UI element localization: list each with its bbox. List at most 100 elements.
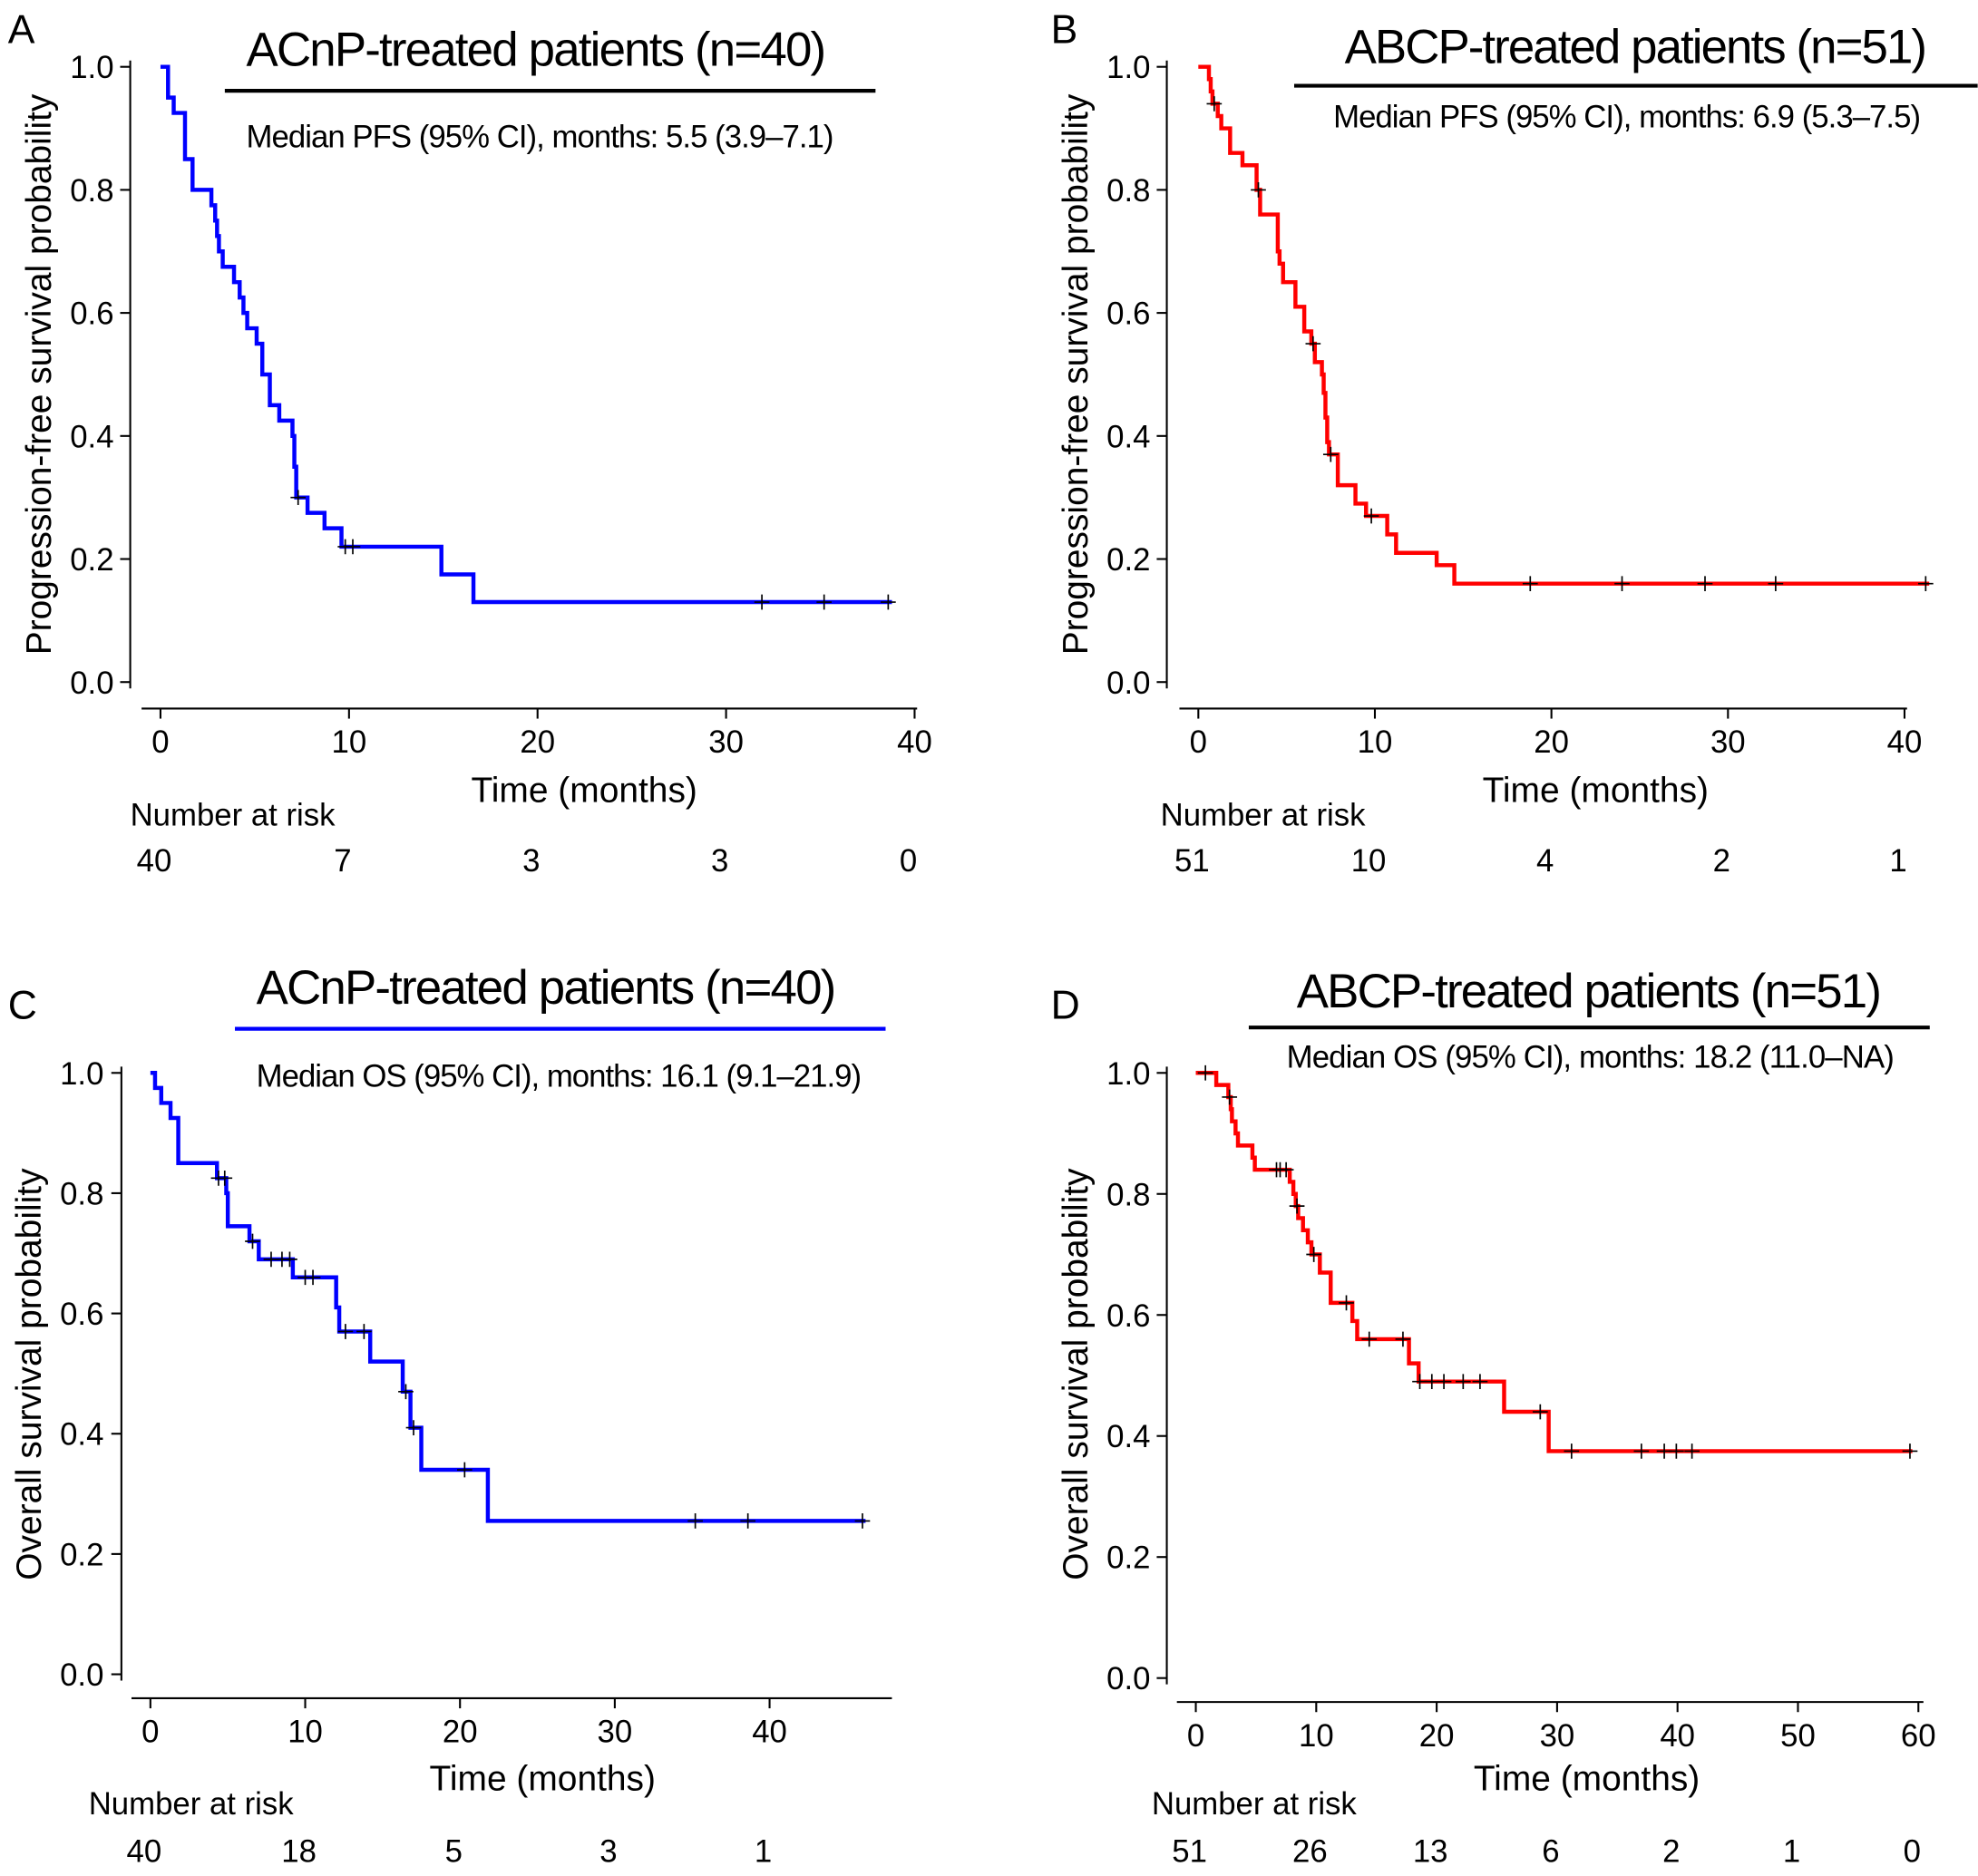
censor-mark bbox=[1522, 576, 1538, 592]
censor-mark bbox=[1532, 1404, 1548, 1420]
censor-mark bbox=[1305, 335, 1321, 352]
censor-mark bbox=[1472, 1374, 1488, 1390]
censor-mark bbox=[1436, 1374, 1452, 1390]
y-tick-label: 0.8 bbox=[1106, 174, 1150, 209]
number-at-risk-label: Number at risk bbox=[89, 1787, 295, 1822]
censor-mark bbox=[290, 490, 307, 506]
y-tick-label: 0.6 bbox=[1106, 1299, 1150, 1334]
x-tick-label: 30 bbox=[708, 725, 744, 760]
median-annotation: Median PFS (95% CI), months: 6.9 (5.3–7.… bbox=[1333, 100, 1921, 134]
x-tick-label: 10 bbox=[1358, 725, 1393, 760]
x-tick-label: 20 bbox=[1534, 725, 1569, 760]
y-tick-label: 0.0 bbox=[70, 666, 113, 701]
number-at-risk-value: 26 bbox=[1292, 1835, 1328, 1870]
number-at-risk-value: 1 bbox=[1783, 1835, 1800, 1870]
censor-mark bbox=[1251, 182, 1266, 198]
number-at-risk-value: 1 bbox=[1889, 844, 1906, 879]
y-tick-label: 0.4 bbox=[1106, 420, 1150, 454]
y-tick-label: 0.8 bbox=[1106, 1178, 1150, 1212]
x-tick-label: 10 bbox=[287, 1716, 323, 1750]
number-at-risk-value: 6 bbox=[1542, 1835, 1559, 1870]
censor-mark bbox=[1697, 576, 1713, 592]
censor-mark bbox=[754, 594, 770, 610]
x-tick-label: 0 bbox=[1187, 1719, 1204, 1754]
x-tick-label: 10 bbox=[332, 725, 367, 760]
x-tick-label: 10 bbox=[1299, 1719, 1334, 1754]
censor-mark bbox=[1363, 508, 1379, 524]
x-tick-label: 60 bbox=[1901, 1719, 1936, 1754]
number-at-risk-value: 13 bbox=[1413, 1835, 1448, 1870]
number-at-risk-value: 3 bbox=[711, 844, 728, 879]
y-tick-label: 0.0 bbox=[1106, 666, 1150, 701]
median-annotation: Median OS (95% CI), months: 18.2 (11.0–N… bbox=[1287, 1041, 1895, 1075]
y-tick-label: 0.0 bbox=[1106, 1662, 1150, 1696]
number-at-risk-value: 2 bbox=[1713, 844, 1730, 879]
number-at-risk-value: 51 bbox=[1174, 844, 1210, 879]
number-at-risk-value: 7 bbox=[334, 844, 351, 879]
y-tick-label: 0.2 bbox=[1106, 543, 1150, 578]
x-tick-label: 40 bbox=[752, 1716, 787, 1750]
censor-mark bbox=[1361, 1331, 1378, 1347]
x-tick-label: 0 bbox=[141, 1716, 159, 1750]
censor-mark bbox=[1768, 576, 1784, 592]
censor-mark bbox=[345, 539, 361, 555]
censor-mark bbox=[881, 594, 896, 610]
x-tick-label: 50 bbox=[1780, 1719, 1816, 1754]
y-axis-label: Overall survival probability bbox=[1057, 1168, 1096, 1580]
number-at-risk-value: 3 bbox=[599, 1835, 617, 1870]
y-tick-label: 0.4 bbox=[70, 420, 113, 454]
median-annotation: Median OS (95% CI), months: 16.1 (9.1–21… bbox=[257, 1060, 862, 1094]
x-tick-label: 40 bbox=[1887, 725, 1923, 760]
x-tick-label: 30 bbox=[1710, 725, 1746, 760]
censor-mark bbox=[1917, 576, 1934, 592]
y-tick-label: 0.6 bbox=[60, 1298, 103, 1332]
panel-c: C ACnP-treated patients (n=40) Median OS… bbox=[8, 961, 892, 1870]
y-tick-label: 0.8 bbox=[60, 1177, 103, 1211]
y-axis-label: Overall survival probability bbox=[10, 1168, 49, 1580]
panel-title: ACnP-treated patients (n=40) bbox=[247, 23, 827, 76]
panel-letter: B bbox=[1051, 7, 1078, 52]
censor-mark bbox=[1614, 576, 1630, 592]
survival-curve bbox=[1198, 64, 1930, 586]
censor-mark bbox=[740, 1513, 756, 1529]
y-tick-label: 0.4 bbox=[1106, 1420, 1150, 1454]
x-tick-label: 20 bbox=[520, 725, 555, 760]
number-at-risk-value: 0 bbox=[1904, 1835, 1921, 1870]
number-at-risk-label: Number at risk bbox=[131, 799, 336, 833]
censor-mark bbox=[1684, 1443, 1700, 1459]
panel-letter: D bbox=[1051, 983, 1080, 1027]
number-at-risk-value: 3 bbox=[522, 844, 540, 879]
x-tick-label: 0 bbox=[151, 725, 169, 760]
censor-mark bbox=[1669, 1443, 1684, 1459]
censor-mark bbox=[398, 1384, 414, 1400]
y-tick-label: 1.0 bbox=[1106, 1057, 1150, 1092]
censor-mark bbox=[1339, 1295, 1354, 1311]
y-tick-label: 1.0 bbox=[70, 51, 113, 85]
censor-mark bbox=[1197, 1064, 1213, 1081]
panel-d: D ABCP-treated patients (n=51) Median OS… bbox=[1051, 965, 1936, 1870]
panel-letter: A bbox=[8, 7, 35, 52]
number-at-risk-value: 40 bbox=[127, 1835, 162, 1870]
censor-mark bbox=[1322, 446, 1339, 462]
censor-mark bbox=[405, 1420, 422, 1435]
number-at-risk-value: 4 bbox=[1536, 844, 1554, 879]
y-tick-label: 0.2 bbox=[70, 543, 113, 578]
censor-mark bbox=[305, 1269, 321, 1286]
x-tick-label: 40 bbox=[897, 725, 932, 760]
censor-mark bbox=[1278, 1162, 1294, 1178]
censor-mark bbox=[1455, 1374, 1471, 1390]
y-axis-label: Progression-free survival probability bbox=[20, 93, 59, 655]
x-tick-label: 30 bbox=[598, 1716, 633, 1750]
censor-mark bbox=[1222, 1089, 1238, 1105]
x-tick-label: 20 bbox=[1419, 1719, 1455, 1754]
censor-mark bbox=[245, 1233, 260, 1249]
panel-title: ABCP-treated patients (n=51) bbox=[1345, 21, 1927, 74]
x-tick-label: 30 bbox=[1540, 1719, 1575, 1754]
number-at-risk-value: 5 bbox=[445, 1835, 463, 1870]
censor-mark bbox=[1289, 1198, 1305, 1214]
number-at-risk-value: 1 bbox=[755, 1835, 772, 1870]
y-tick-label: 0.8 bbox=[70, 174, 113, 209]
censor-mark bbox=[816, 594, 833, 610]
panel-letter: C bbox=[8, 983, 37, 1027]
